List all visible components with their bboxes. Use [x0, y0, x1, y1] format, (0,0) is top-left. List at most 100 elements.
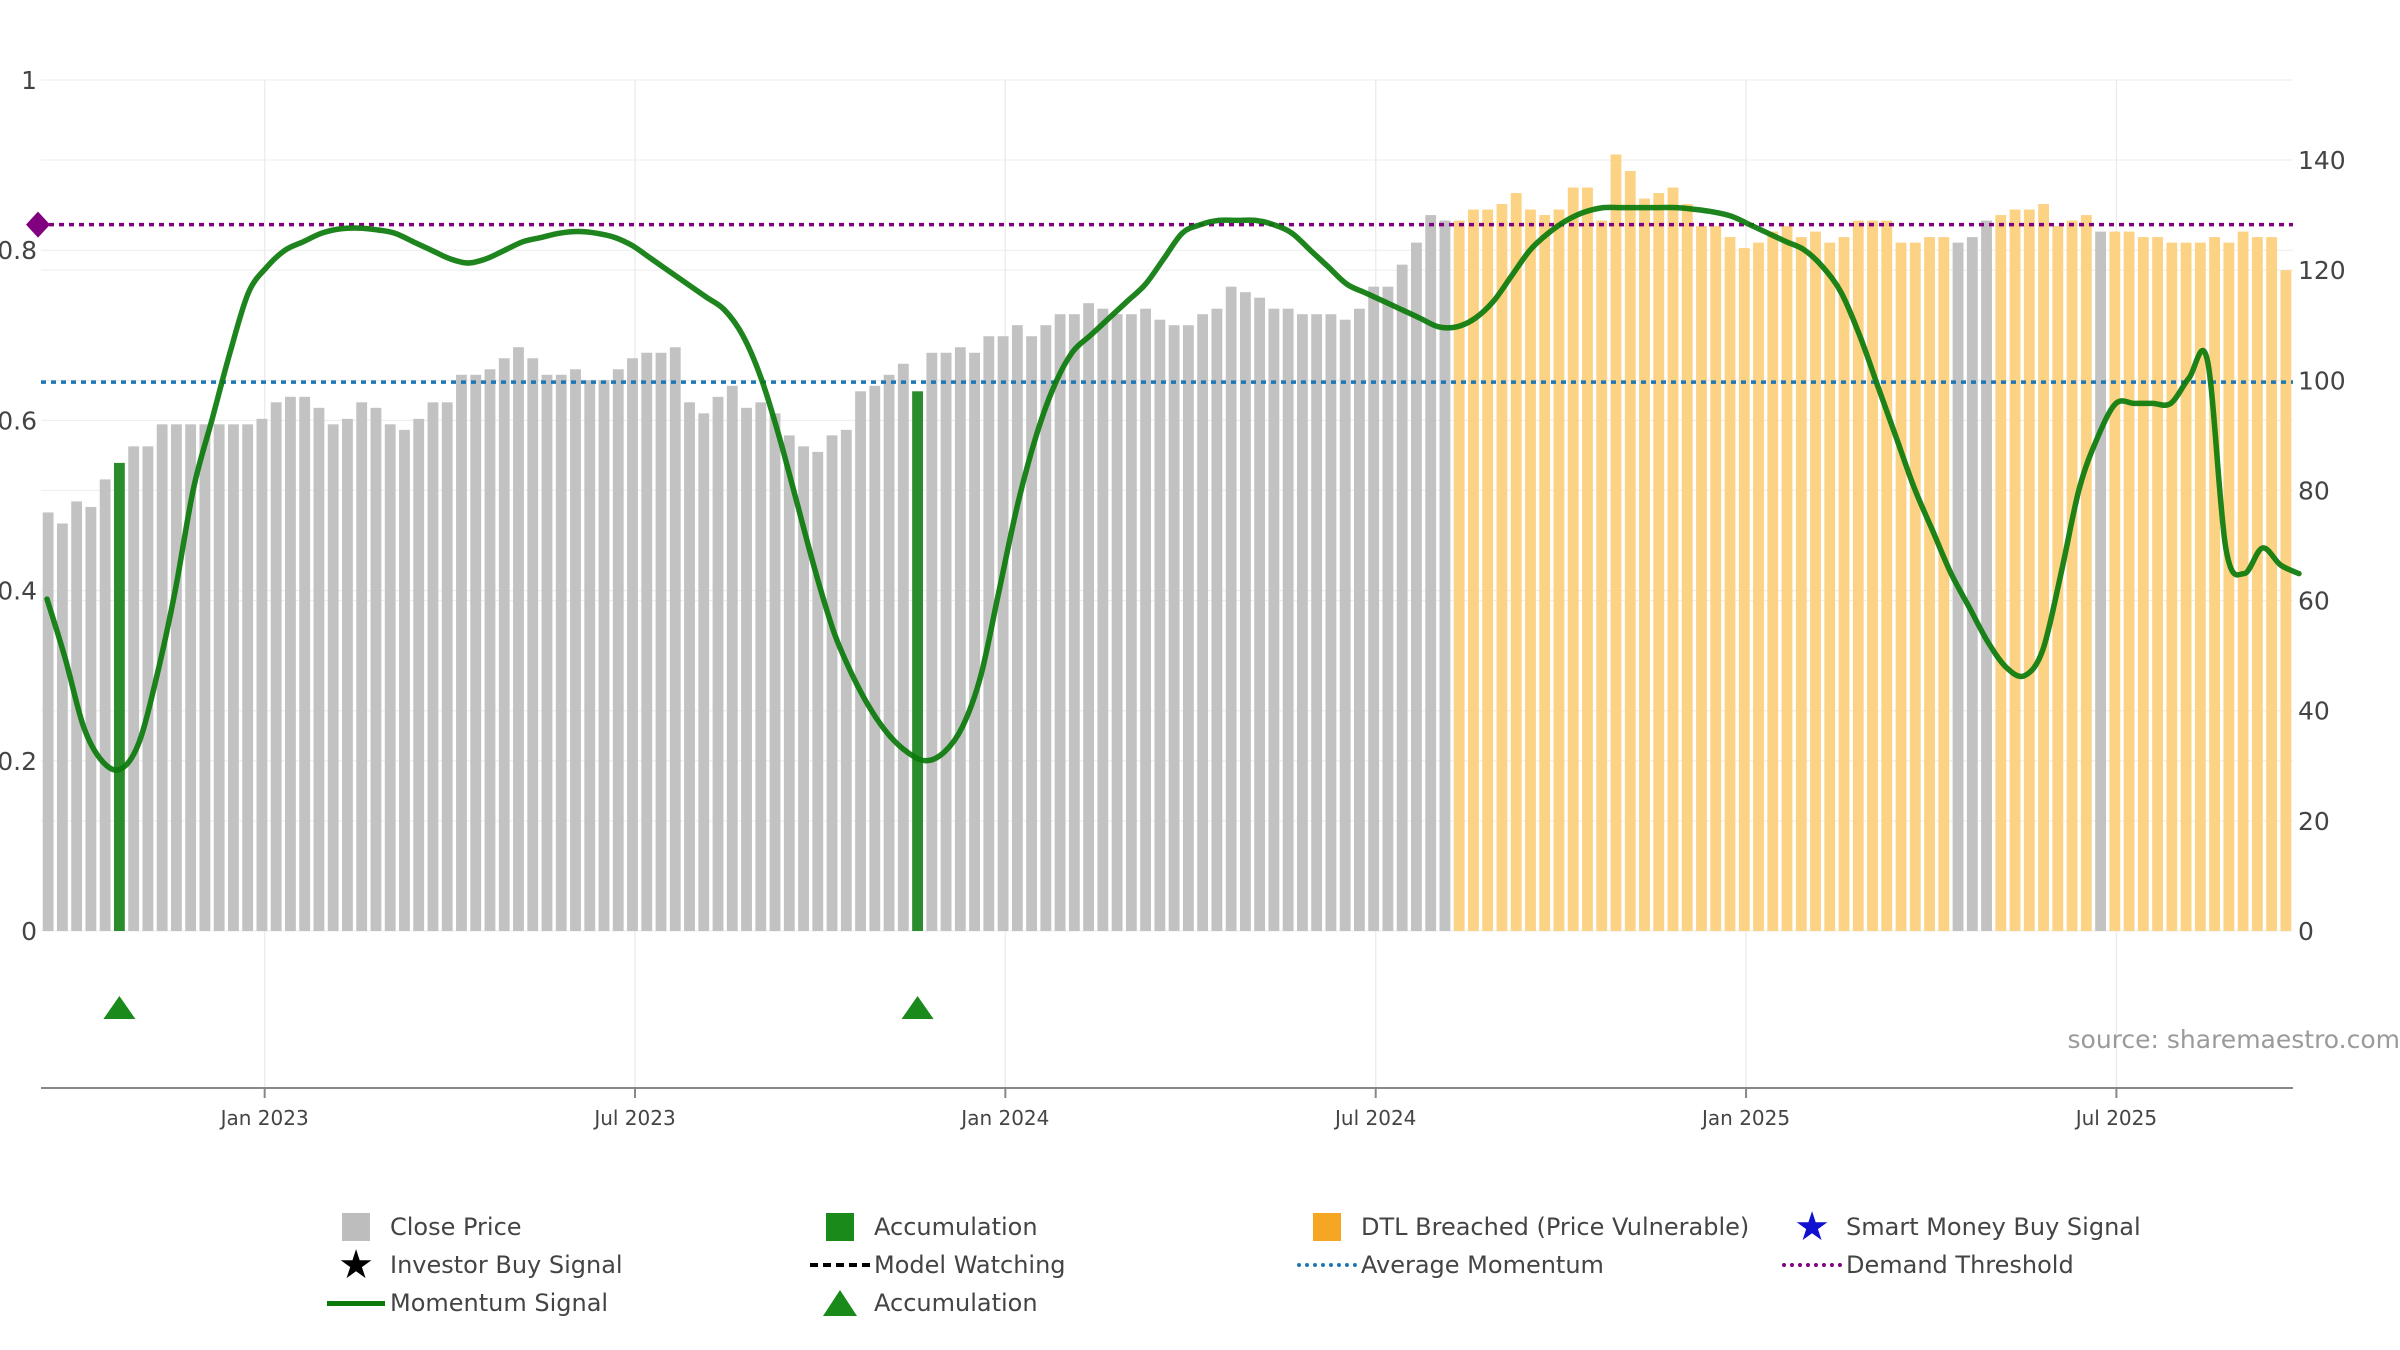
bar-close: [342, 418, 353, 932]
bar-dtl: [1710, 226, 1722, 932]
bar-close: [798, 446, 809, 931]
bar-close: [940, 352, 952, 931]
bar-dtl: [1567, 187, 1579, 932]
bar-dtl: [1753, 242, 1764, 932]
bar-close: [513, 347, 524, 931]
legend-label: Average Momentum: [1361, 1251, 1604, 1279]
bar-close: [1296, 314, 1308, 931]
bar-close: [570, 369, 581, 931]
bar-close: [769, 413, 781, 932]
right-tick-label: 80: [2298, 476, 2330, 505]
bar-close: [726, 385, 738, 931]
dotted-line-icon: [1782, 1263, 1842, 1267]
bar-close: [370, 407, 382, 931]
bar-close: [755, 402, 767, 931]
bar-dtl: [1738, 248, 1750, 932]
accumulation-marker: [901, 996, 934, 1019]
bar-close: [1111, 314, 1123, 931]
legend-item-accumulation-bar[interactable]: Accumulation: [806, 1208, 1038, 1246]
bar-accum: [113, 462, 125, 931]
bar-dtl: [1510, 193, 1522, 932]
bar-close: [356, 402, 368, 931]
bar-close: [413, 418, 425, 932]
bar-dtl: [2223, 242, 2235, 932]
bar-close: [1097, 308, 1109, 931]
bar-close: [242, 424, 254, 931]
legend-label: Demand Threshold: [1846, 1251, 2074, 1279]
legend-label: Momentum Signal: [390, 1289, 609, 1317]
star-icon: ★: [338, 1242, 374, 1288]
line-series: [26, 204, 2302, 773]
legend-item-investor-buy[interactable]: ★ Investor Buy Signal: [322, 1242, 623, 1288]
left-tick-label: 0.8: [0, 236, 37, 265]
legend-label: Model Watching: [874, 1251, 1066, 1279]
bar-close: [170, 424, 182, 931]
bar-close: [1154, 319, 1166, 932]
bar-close: [299, 396, 311, 931]
bar-close: [2095, 231, 2106, 932]
bar-dtl: [1867, 220, 1878, 931]
bar-dtl: [1639, 198, 1650, 932]
bar-dtl: [1810, 231, 1821, 932]
dotted-line-icon: [1297, 1263, 1357, 1267]
bar-dtl: [2123, 231, 2135, 932]
bar-dtl: [1795, 237, 1807, 932]
bar-dtl: [2023, 209, 2035, 931]
bar-close: [71, 501, 83, 931]
bar-close: [1011, 325, 1023, 932]
bar-close: [470, 374, 482, 931]
bar-dtl: [1525, 209, 1536, 931]
bar-dtl: [1468, 209, 1479, 931]
bar-close: [156, 424, 168, 931]
legend-item-dtl-breached[interactable]: DTL Breached (Price Vulnerable): [1293, 1208, 1749, 1246]
bar-close: [883, 374, 895, 931]
legend-item-demand-threshold[interactable]: Demand Threshold: [1778, 1246, 2074, 1284]
bar-close: [1325, 314, 1337, 931]
bar-close: [712, 396, 724, 931]
bar-dtl: [2038, 204, 2049, 931]
legend: Close Price Accumulation DTL Breached (P…: [0, 1204, 2400, 1328]
bar-dtl: [1696, 226, 1707, 932]
bar-close: [555, 374, 567, 931]
bar-close: [228, 424, 239, 931]
accumulation-marker: [103, 996, 136, 1019]
legend-item-close-price[interactable]: Close Price: [322, 1208, 522, 1246]
bar-close: [1411, 242, 1422, 932]
bar-dtl: [1681, 204, 1693, 931]
right-tick-label: 20: [2298, 807, 2330, 836]
bar-close: [1125, 314, 1137, 931]
bar-dtl: [1909, 242, 1921, 932]
bar-close: [698, 413, 710, 932]
bar-close: [85, 506, 97, 931]
solid-line-icon: [327, 1300, 385, 1306]
bar-accum: [912, 391, 923, 931]
left-tick-label: 1: [21, 66, 37, 95]
bar-close: [42, 512, 54, 931]
bar-close: [527, 358, 539, 931]
bar-close: [285, 396, 296, 931]
bar-dtl: [1582, 187, 1593, 932]
left-tick-label: 0.2: [0, 747, 37, 776]
bar-dtl: [2137, 237, 2149, 932]
left-tick-label: 0: [21, 917, 37, 946]
bar-close: [612, 369, 624, 931]
star-icon: ★: [1794, 1204, 1830, 1250]
bar-close: [441, 402, 453, 931]
bar-close: [812, 451, 824, 931]
bar-close: [897, 363, 909, 931]
right-tick-label: 60: [2298, 587, 2330, 616]
legend-item-average-momentum[interactable]: Average Momentum: [1293, 1246, 1604, 1284]
right-tick-label: 40: [2298, 697, 2330, 726]
bar-close: [142, 446, 154, 931]
bar-close: [56, 523, 68, 931]
bar-close: [669, 347, 681, 931]
bar-close: [256, 418, 268, 932]
bar-dtl: [1924, 237, 1935, 932]
right-tick-label: 140: [2298, 146, 2346, 175]
legend-item-model-watching[interactable]: Model Watching: [806, 1246, 1066, 1284]
bar-close: [1425, 215, 1437, 931]
legend-item-momentum-signal[interactable]: Momentum Signal: [322, 1284, 608, 1322]
legend-item-smart-money[interactable]: ★ Smart Money Buy Signal: [1778, 1204, 2141, 1250]
bar-dtl: [2009, 209, 2021, 931]
legend-item-accumulation-marker[interactable]: Accumulation: [806, 1284, 1038, 1322]
